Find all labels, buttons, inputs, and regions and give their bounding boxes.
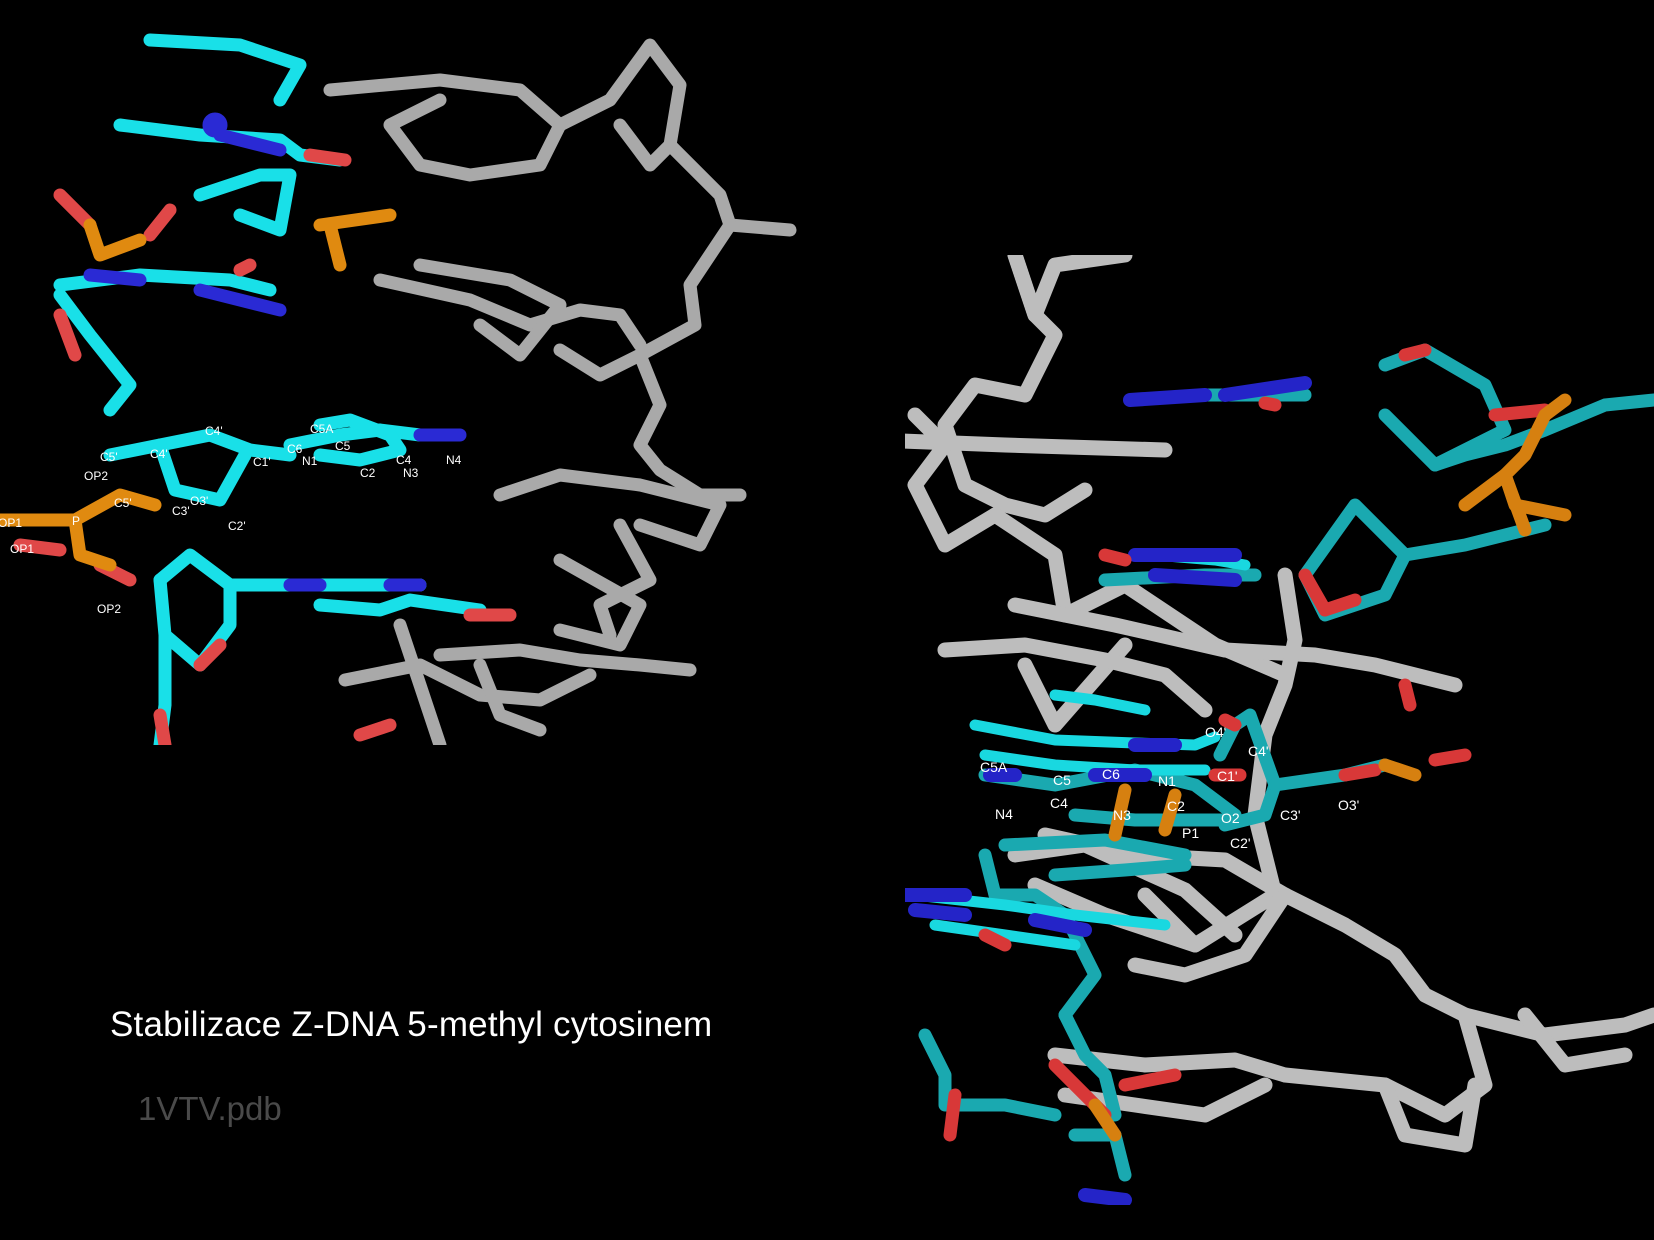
zdna-structure-left: C5A C4' C6 C5 C5' C4' C4 N4 C1' N1 C2 N3… [0,33,797,745]
phosphate-atoms-right [1088,393,1572,1142]
nitrogen-atoms-right [905,376,1312,1205]
atom-label: C1' [1217,768,1238,784]
atom-label: C4' [1248,743,1269,759]
atom-label: C3' [1280,807,1301,823]
atom-label: N1 [302,454,318,468]
phosphate-atoms-left [0,208,397,572]
atom-label: OP1 [10,542,34,556]
atom-label: C2 [360,466,376,480]
atom-label: C3' [172,504,190,518]
atom-label: C2' [228,519,246,533]
atom-label: C5 [1053,772,1071,788]
grey-strand-left [323,38,797,745]
atom-label: O4' [1205,724,1226,740]
atom-label: O2 [1221,810,1240,826]
atom-label: C6 [1102,766,1120,782]
atom-labels-left: C5A C4' C6 C5 C5' C4' C4 N4 C1' N1 C2 N3… [0,422,462,616]
nitrogen-atoms-left [83,112,467,592]
cyan-strand-left [53,33,487,745]
atom-label: P [72,514,80,528]
atom-label: O3' [190,494,208,508]
grey-strand-right [905,255,1654,1153]
atom-label: C4' [205,424,223,438]
atom-label: C2 [1167,798,1185,814]
atom-label: C2' [1230,835,1251,851]
atom-label: O3' [1338,797,1359,813]
atom-label: N4 [446,453,462,467]
oxygen-atoms-right [943,343,1552,1142]
atom-label: C1' [253,455,271,469]
atom-label: OP2 [97,602,121,616]
molecule-view-left: C5A C4' C6 C5 C5' C4' C4 N4 C1' N1 C2 N3… [0,25,850,745]
atom-label: C5' [100,450,118,464]
zdna-structure-right: O4' C4' C5A C6 C5 N1 C1' N4 C4 N3 C2 O2 … [905,255,1654,1205]
molecule-view-right: O4' C4' C5A C6 C5 N1 C1' N4 C4 N3 C2 O2 … [905,255,1654,1205]
atom-label: OP1 [0,516,22,530]
atom-label: C5' [114,496,132,510]
atom-label: N4 [995,806,1013,822]
atom-label: C5A [310,422,333,436]
pdb-identifier: 1VTV.pdb [138,1090,282,1127]
atom-label: C6 [287,442,303,456]
atom-label: C4' [150,447,168,461]
atom-label: N3 [403,466,419,480]
atom-label: N1 [1158,773,1176,789]
atom-label: C5A [980,759,1008,775]
atom-label: C4 [396,453,412,467]
atom-label: N3 [1113,807,1131,823]
slide-caption: Stabilizace Z-DNA 5-methyl cytosinem [110,1005,713,1044]
atom-label: C4 [1050,795,1068,811]
atom-label: P1 [1182,825,1199,841]
atom-label: C5 [335,439,351,453]
atom-labels-right: O4' C4' C5A C6 C5 N1 C1' N4 C4 N3 C2 O2 … [980,724,1359,851]
atom-label: OP2 [84,469,108,483]
